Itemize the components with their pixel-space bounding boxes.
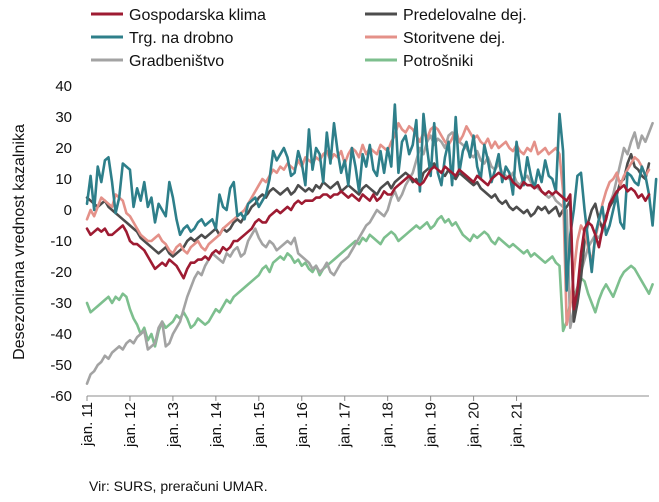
y-tick-label: -10	[50, 233, 72, 250]
x-tick-label: jan. 17	[337, 402, 354, 448]
x-tick-label: jan. 12	[122, 402, 139, 448]
x-tick-label: jan. 19	[423, 402, 440, 448]
x-axis: jan. 11 jan. 12 jan. 13 jan. 14 jan. 15 jan. …	[79, 395, 649, 448]
legend-label: Potrošniki	[403, 53, 473, 70]
series-line-2	[85, 152, 651, 323]
x-tick-label: jan. 20	[466, 402, 483, 448]
y-tick-label: 40	[55, 78, 72, 95]
legend-label: Gradbeništvo	[129, 53, 224, 70]
x-tick-label: jan. 16	[294, 402, 311, 448]
x-tick-label: jan. 15	[251, 402, 268, 448]
x-tick-label: jan. 11	[79, 402, 96, 447]
y-tick-label: -40	[50, 326, 72, 343]
y-tick-label: -30	[50, 295, 72, 312]
x-tick-label: jan. 14	[208, 402, 225, 448]
series-line-1	[85, 165, 651, 311]
legend: Gospodarska klima Predelovalne dej. Trg. n…	[91, 7, 527, 70]
series-line-5	[85, 121, 654, 385]
legend-label: Gospodarska klima	[129, 7, 266, 24]
y-axis: 40 30 20 10 0 -10 -20 -30 -40 -50 -60	[50, 78, 72, 405]
y-tick-label: -60	[50, 388, 72, 405]
legend-label: Predelovalne dej.	[403, 7, 527, 24]
legend-label: Storitvene dej.	[403, 30, 505, 47]
y-tick-label: 0	[64, 202, 72, 219]
y-tick-label: -50	[50, 357, 72, 374]
y-axis-title: Desezonirana vrednost kazalnika	[11, 124, 28, 360]
source-note: Vir: SURS, preračuni UMAR.	[89, 478, 268, 494]
y-tick-label: -20	[50, 264, 72, 281]
series-lines	[85, 103, 658, 385]
x-tick-label: jan. 13	[165, 402, 182, 448]
y-tick-label: 20	[55, 140, 72, 157]
x-tick-label: jan. 21	[509, 402, 526, 448]
x-tick-label: jan. 18	[380, 402, 397, 448]
y-tick-label: 10	[55, 171, 72, 188]
legend-label: Trg. na drobno	[129, 30, 233, 47]
series-line-3	[85, 103, 658, 292]
y-tick-label: 30	[55, 109, 72, 126]
